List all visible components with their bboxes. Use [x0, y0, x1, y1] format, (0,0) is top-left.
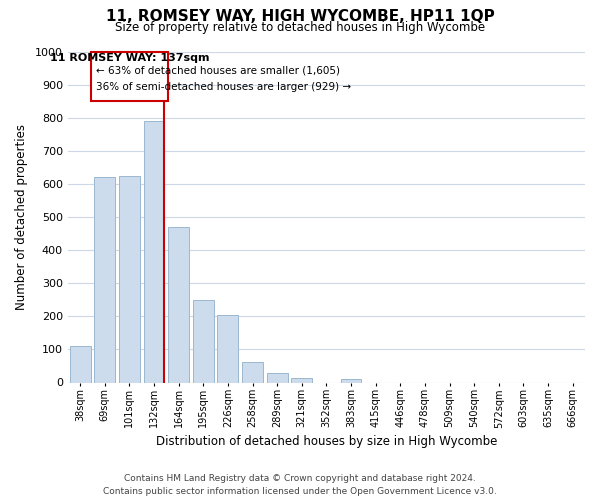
- FancyBboxPatch shape: [91, 52, 167, 101]
- Text: Size of property relative to detached houses in High Wycombe: Size of property relative to detached ho…: [115, 21, 485, 34]
- X-axis label: Distribution of detached houses by size in High Wycombe: Distribution of detached houses by size …: [156, 434, 497, 448]
- Bar: [266, 372, 287, 382]
- Bar: [94, 176, 115, 382]
- Text: ← 63% of detached houses are smaller (1,605): ← 63% of detached houses are smaller (1,…: [97, 66, 340, 76]
- Bar: [217, 314, 238, 382]
- Bar: [168, 227, 189, 382]
- Y-axis label: Number of detached properties: Number of detached properties: [15, 124, 28, 310]
- Bar: [242, 362, 263, 382]
- Text: Contains HM Land Registry data © Crown copyright and database right 2024.
Contai: Contains HM Land Registry data © Crown c…: [103, 474, 497, 496]
- Text: 11 ROMSEY WAY: 137sqm: 11 ROMSEY WAY: 137sqm: [50, 53, 209, 63]
- Bar: [143, 121, 164, 382]
- Bar: [341, 379, 361, 382]
- Text: 11, ROMSEY WAY, HIGH WYCOMBE, HP11 1QP: 11, ROMSEY WAY, HIGH WYCOMBE, HP11 1QP: [106, 9, 494, 24]
- Bar: [119, 176, 140, 382]
- Bar: [193, 300, 214, 382]
- Bar: [70, 346, 91, 383]
- Text: 36% of semi-detached houses are larger (929) →: 36% of semi-detached houses are larger (…: [97, 82, 352, 92]
- Bar: [292, 378, 312, 382]
